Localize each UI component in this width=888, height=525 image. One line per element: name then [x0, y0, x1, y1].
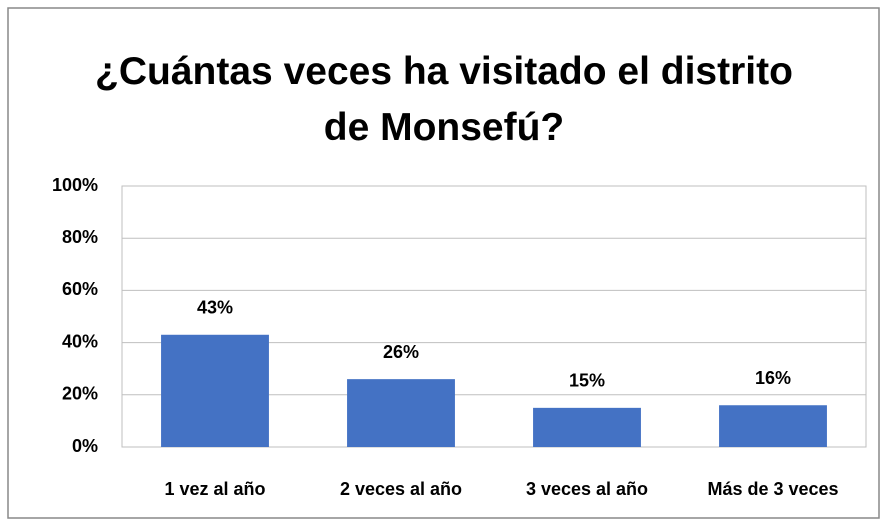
y-tick-label: 0% — [72, 436, 98, 456]
bar — [161, 334, 269, 447]
chart-frame — [7, 7, 880, 519]
bar — [533, 407, 641, 447]
y-tick-label: 40% — [62, 331, 98, 351]
data-label: 15% — [569, 371, 605, 391]
x-tick-label: 3 veces al año — [526, 479, 648, 499]
data-label: 43% — [197, 298, 233, 318]
y-tick-label: 100% — [52, 175, 98, 195]
bar — [347, 379, 455, 447]
bar — [719, 405, 827, 447]
x-tick-label: 2 veces al año — [340, 479, 462, 499]
chart-title: ¿Cuántas veces ha visitado el distrito d… — [95, 50, 793, 149]
data-label: 16% — [755, 368, 791, 388]
x-tick-label: 1 vez al año — [164, 479, 265, 499]
y-tick-label: 20% — [62, 384, 98, 404]
plot-frame — [121, 185, 867, 448]
y-tick-label: 80% — [62, 227, 98, 247]
x-tick-label: Más de 3 veces — [707, 479, 838, 499]
data-label: 26% — [383, 342, 419, 362]
y-tick-label: 60% — [62, 279, 98, 299]
